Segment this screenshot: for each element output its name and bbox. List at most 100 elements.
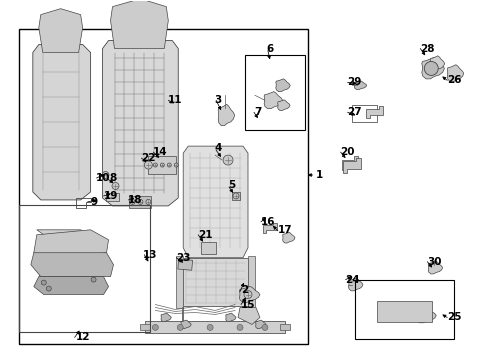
Circle shape — [153, 163, 157, 167]
Text: 1: 1 — [315, 170, 323, 180]
Polygon shape — [415, 308, 435, 323]
Circle shape — [130, 199, 135, 204]
Circle shape — [223, 155, 233, 165]
Polygon shape — [239, 287, 260, 302]
Text: 22: 22 — [141, 153, 155, 163]
Text: 10: 10 — [96, 173, 111, 183]
Polygon shape — [282, 232, 294, 243]
Text: 7: 7 — [254, 107, 261, 117]
Polygon shape — [238, 307, 260, 324]
Polygon shape — [255, 320, 265, 329]
Bar — [105, 193, 119, 201]
Polygon shape — [161, 313, 171, 322]
Circle shape — [46, 286, 51, 291]
Circle shape — [207, 324, 213, 330]
Text: 24: 24 — [345, 275, 359, 285]
Bar — [376, 301, 431, 323]
Polygon shape — [247, 256, 254, 307]
Circle shape — [233, 193, 239, 199]
Text: 30: 30 — [426, 257, 441, 267]
Circle shape — [160, 163, 164, 167]
Text: 13: 13 — [143, 250, 157, 260]
Polygon shape — [389, 306, 407, 321]
Polygon shape — [341, 156, 357, 170]
Polygon shape — [145, 321, 285, 333]
Text: 6: 6 — [266, 44, 273, 54]
Polygon shape — [232, 192, 240, 200]
Bar — [354, 280, 453, 339]
Circle shape — [102, 171, 109, 179]
Text: 2: 2 — [241, 284, 248, 294]
Polygon shape — [39, 9, 82, 53]
Polygon shape — [218, 104, 234, 126]
Polygon shape — [34, 276, 108, 294]
Circle shape — [152, 324, 158, 330]
Polygon shape — [342, 158, 360, 172]
Polygon shape — [110, 0, 168, 49]
Text: 4: 4 — [214, 143, 222, 153]
Circle shape — [112, 183, 119, 189]
Circle shape — [145, 199, 151, 204]
Circle shape — [167, 163, 171, 167]
Circle shape — [91, 277, 96, 282]
Polygon shape — [447, 65, 463, 82]
Polygon shape — [275, 79, 290, 92]
Polygon shape — [279, 324, 289, 330]
Polygon shape — [354, 81, 366, 90]
Text: 26: 26 — [446, 75, 461, 85]
Polygon shape — [429, 56, 444, 71]
Text: 28: 28 — [419, 44, 434, 54]
Circle shape — [177, 324, 183, 330]
Circle shape — [262, 324, 267, 330]
Polygon shape — [183, 146, 247, 258]
Polygon shape — [183, 258, 247, 306]
Circle shape — [174, 163, 178, 167]
Polygon shape — [102, 41, 178, 206]
Text: 9: 9 — [90, 197, 97, 207]
Text: 25: 25 — [446, 312, 461, 323]
Polygon shape — [263, 223, 276, 233]
Polygon shape — [37, 230, 88, 287]
Polygon shape — [176, 256, 183, 307]
Text: 3: 3 — [214, 95, 221, 105]
Polygon shape — [264, 91, 282, 109]
Bar — [19, 205, 150, 332]
Polygon shape — [181, 320, 191, 329]
Bar — [351, 105, 377, 122]
Bar — [200, 242, 215, 254]
Text: 27: 27 — [346, 107, 361, 117]
Polygon shape — [421, 58, 444, 79]
Bar — [148, 156, 176, 174]
Text: 5: 5 — [228, 180, 235, 190]
Bar — [129, 196, 151, 208]
Circle shape — [138, 199, 142, 204]
Circle shape — [144, 161, 152, 169]
Polygon shape — [34, 230, 108, 260]
Bar — [178, 259, 192, 270]
Text: 16: 16 — [260, 217, 275, 227]
Text: 19: 19 — [103, 191, 118, 201]
Polygon shape — [348, 278, 362, 291]
Text: 8: 8 — [109, 173, 116, 183]
Text: 15: 15 — [240, 300, 255, 310]
Bar — [244, 55, 304, 130]
Polygon shape — [140, 324, 150, 330]
Text: 14: 14 — [153, 147, 167, 157]
Text: 12: 12 — [75, 332, 90, 342]
Circle shape — [237, 324, 243, 330]
Polygon shape — [365, 106, 383, 118]
Text: 23: 23 — [176, 253, 190, 263]
Text: 18: 18 — [128, 195, 142, 205]
Bar — [114, 54, 164, 193]
Text: 29: 29 — [346, 77, 361, 87]
Polygon shape — [427, 261, 442, 274]
Text: 17: 17 — [277, 225, 291, 235]
Circle shape — [244, 291, 251, 298]
Polygon shape — [225, 313, 236, 322]
Bar — [19, 28, 307, 345]
Polygon shape — [33, 45, 90, 200]
Text: 11: 11 — [168, 95, 182, 105]
Text: 20: 20 — [340, 147, 354, 157]
Polygon shape — [277, 100, 289, 111]
Text: 21: 21 — [198, 230, 212, 240]
